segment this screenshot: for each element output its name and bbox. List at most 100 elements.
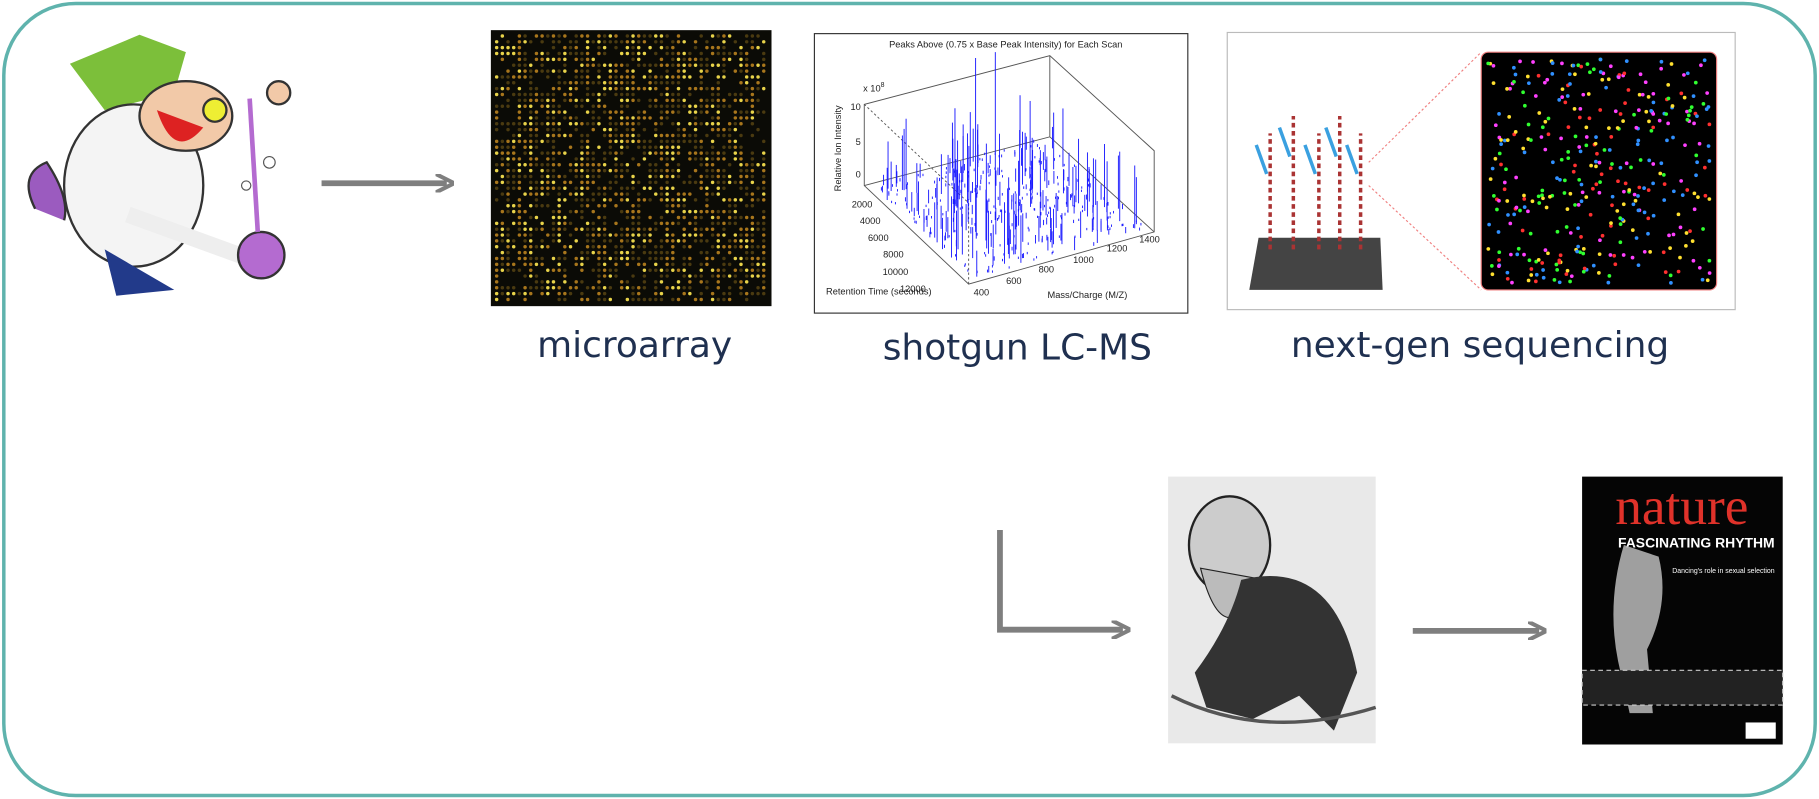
spot	[728, 122, 731, 125]
spot	[762, 280, 765, 283]
spot	[580, 34, 583, 37]
spot	[620, 175, 623, 178]
spot	[529, 233, 532, 236]
spot	[586, 145, 589, 148]
cluster	[1506, 213, 1510, 217]
spot	[523, 63, 526, 66]
spot	[739, 245, 742, 248]
spot	[756, 163, 759, 166]
cluster	[1698, 266, 1702, 270]
spot	[717, 245, 720, 248]
spot	[705, 210, 708, 213]
spot	[620, 280, 623, 283]
spot	[626, 52, 629, 55]
spot	[631, 298, 634, 301]
spot	[580, 292, 583, 295]
spot	[540, 239, 543, 242]
spot	[643, 145, 646, 148]
spot	[654, 145, 657, 148]
spot	[540, 192, 543, 195]
spot	[722, 268, 725, 271]
spot	[546, 268, 549, 271]
cluster	[1706, 278, 1710, 282]
spot	[580, 198, 583, 201]
spot	[694, 87, 697, 90]
cluster	[1659, 67, 1663, 71]
spot	[523, 163, 526, 166]
cluster	[1558, 280, 1562, 284]
spot	[699, 233, 702, 236]
spot	[751, 216, 754, 219]
spot	[682, 263, 685, 266]
spot	[512, 286, 515, 289]
spot	[523, 99, 526, 102]
spot	[563, 58, 566, 61]
spot	[637, 292, 640, 295]
spot	[739, 122, 742, 125]
spot	[694, 157, 697, 160]
spot	[626, 128, 629, 131]
spot	[609, 69, 612, 72]
spot	[501, 145, 504, 148]
cluster	[1658, 172, 1662, 176]
spot	[660, 110, 663, 113]
spot	[518, 93, 521, 96]
cluster	[1570, 274, 1574, 278]
tick-label: 1400	[1139, 234, 1160, 244]
cluster	[1521, 147, 1525, 151]
spot	[665, 81, 668, 84]
spot	[717, 274, 720, 277]
spot	[739, 239, 742, 242]
spot	[495, 75, 498, 78]
cluster	[1686, 71, 1690, 75]
cluster	[1491, 167, 1495, 171]
cluster	[1611, 195, 1615, 199]
spot	[540, 245, 543, 248]
spot	[631, 128, 634, 131]
cluster	[1652, 214, 1656, 218]
spot	[609, 110, 612, 113]
spot	[728, 274, 731, 277]
spot	[728, 198, 731, 201]
spot	[665, 175, 668, 178]
cluster	[1601, 234, 1605, 238]
spot	[682, 239, 685, 242]
cluster	[1608, 274, 1612, 278]
cluster	[1541, 196, 1545, 200]
spot	[751, 157, 754, 160]
spot	[518, 99, 521, 102]
spot	[540, 222, 543, 225]
cluster	[1651, 162, 1655, 166]
spot	[609, 87, 612, 90]
spot	[637, 233, 640, 236]
spot	[609, 257, 612, 260]
spot	[597, 145, 600, 148]
spot	[609, 274, 612, 277]
cluster	[1669, 281, 1673, 285]
spot	[762, 222, 765, 225]
spot	[694, 216, 697, 219]
spot	[597, 93, 600, 96]
spot	[665, 87, 668, 90]
spot	[569, 116, 572, 119]
spot	[637, 257, 640, 260]
spot	[660, 186, 663, 189]
spot	[552, 93, 555, 96]
spot	[637, 140, 640, 143]
spot	[620, 145, 623, 148]
spot	[620, 198, 623, 201]
spot	[574, 198, 577, 201]
spot	[660, 274, 663, 277]
cluster	[1541, 268, 1545, 272]
spot	[734, 204, 737, 207]
spot	[614, 268, 617, 271]
spot	[540, 34, 543, 37]
cluster	[1491, 272, 1495, 276]
spot	[518, 63, 521, 66]
spot	[734, 233, 737, 236]
spot	[626, 239, 629, 242]
spot	[648, 34, 651, 37]
spot	[501, 292, 504, 295]
spot	[597, 169, 600, 172]
spot	[574, 116, 577, 119]
